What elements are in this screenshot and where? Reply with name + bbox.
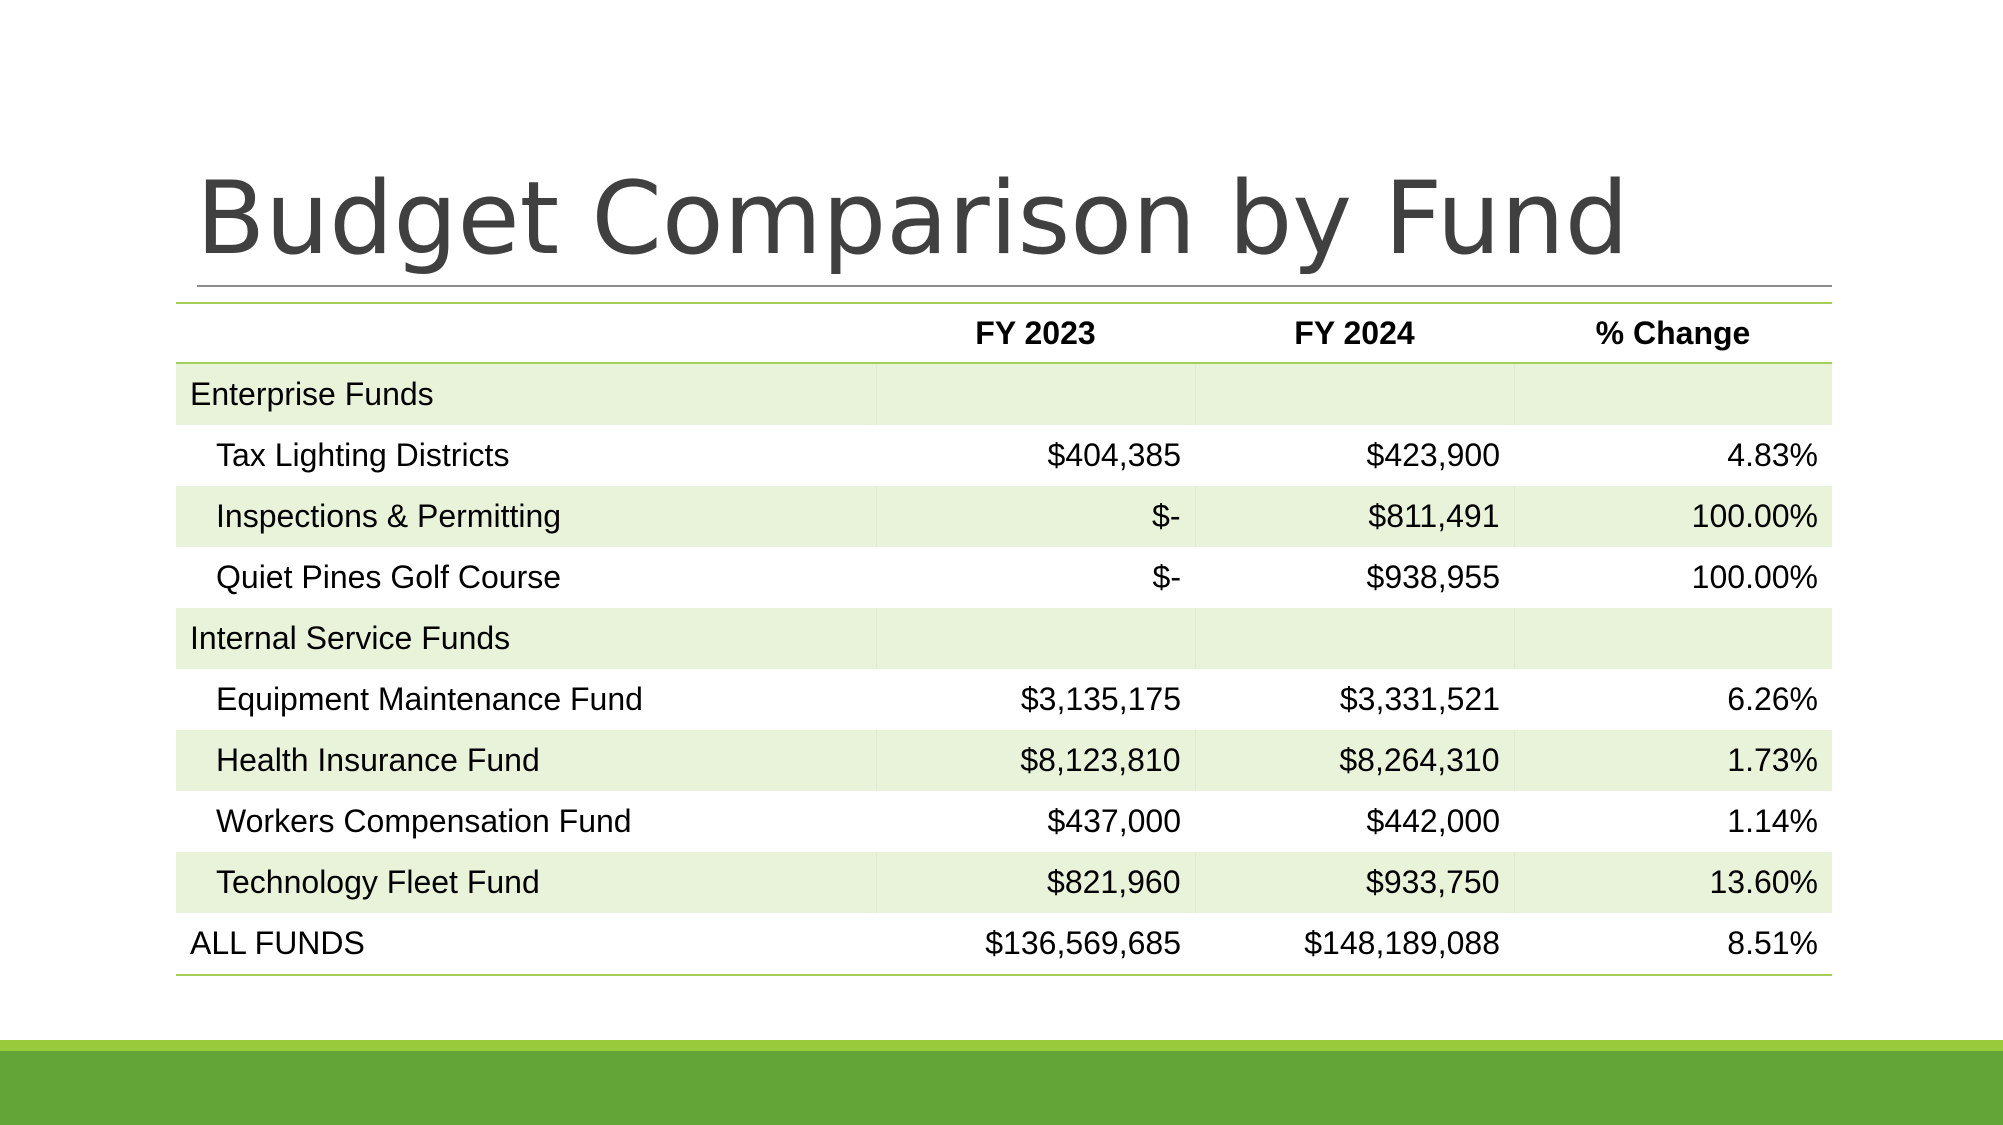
slide-title: Budget Comparison by Fund (196, 159, 1629, 277)
fy2023-value (875, 363, 1195, 425)
percent-change-value: 6.26% (1727, 681, 1818, 717)
fy2023-value: $136,569,685 (985, 925, 1181, 961)
table-row-quiet-pines-golf-course: Quiet Pines Golf Course $- $938,955 100.… (176, 547, 1832, 608)
fy2024-value: $938,955 (1366, 559, 1500, 595)
fy2024-value: $148,189,088 (1304, 925, 1500, 961)
fund-label: Workers Compensation Fund (216, 803, 632, 839)
fund-label: Quiet Pines Golf Course (216, 559, 562, 595)
percent-change-value: 13.60% (1513, 852, 1832, 913)
fy2023-value: $8,123,810 (875, 730, 1195, 791)
header-percent-change: % Change (1595, 314, 1751, 351)
percent-change-value: 100.00% (1691, 559, 1818, 595)
table-row-inspections-permitting: Inspections & Permitting $- $811,491 100… (176, 486, 1832, 547)
footer-band (0, 1051, 2003, 1125)
fy2024-value (1194, 608, 1514, 669)
fy2024-value: $811,491 (1194, 486, 1514, 547)
table-row-tax-lighting-districts: Tax Lighting Districts $404,385 $423,900… (176, 425, 1832, 486)
fund-label: Inspections & Permitting (176, 486, 876, 547)
percent-change-value: 4.83% (1727, 437, 1818, 473)
title-divider (197, 285, 1832, 287)
fund-label: Internal Service Funds (176, 608, 876, 669)
fy2023-value: $- (1152, 559, 1181, 595)
fy2023-value (875, 608, 1195, 669)
total-row-all-funds: ALL FUNDS $136,569,685 $148,189,088 8.51… (176, 913, 1832, 975)
fy2024-value: $423,900 (1366, 437, 1500, 473)
header-fy2024: FY 2024 (1294, 314, 1415, 351)
fy2023-value: $821,960 (875, 852, 1195, 913)
fund-label: ALL FUNDS (190, 925, 365, 961)
header-fund (176, 303, 876, 363)
table-row-workers-compensation-fund: Workers Compensation Fund $437,000 $442,… (176, 791, 1832, 852)
budget-comparison-table: FY 2023 FY 2024 % Change Enterprise Fund… (176, 302, 1832, 976)
fy2023-value: $3,135,175 (1020, 681, 1181, 717)
header-fy2023: FY 2023 (975, 314, 1096, 351)
footer-accent-stripe (0, 1040, 2003, 1051)
fy2024-value (1194, 363, 1514, 425)
fy2023-value: $- (875, 486, 1195, 547)
fy2024-value: $933,750 (1194, 852, 1514, 913)
fy2023-value: $437,000 (1047, 803, 1181, 839)
group-row-enterprise-funds: Enterprise Funds (176, 363, 1832, 425)
table-row-technology-fleet-fund: Technology Fleet Fund $821,960 $933,750 … (176, 852, 1832, 913)
fund-label: Technology Fleet Fund (176, 852, 876, 913)
table-row-equipment-maintenance-fund: Equipment Maintenance Fund $3,135,175 $3… (176, 669, 1832, 730)
percent-change-value: 8.51% (1727, 925, 1818, 961)
fund-label: Health Insurance Fund (176, 730, 876, 791)
fund-label: Enterprise Funds (176, 363, 876, 425)
percent-change-value: 100.00% (1513, 486, 1832, 547)
group-row-internal-service-funds: Internal Service Funds (176, 608, 1832, 669)
fund-label: Equipment Maintenance Fund (216, 681, 643, 717)
fund-label: Tax Lighting Districts (216, 437, 510, 473)
percent-change-value (1513, 608, 1832, 669)
table-row-health-insurance-fund: Health Insurance Fund $8,123,810 $8,264,… (176, 730, 1832, 791)
fy2024-value: $8,264,310 (1194, 730, 1514, 791)
fy2024-value: $3,331,521 (1339, 681, 1500, 717)
fy2024-value: $442,000 (1366, 803, 1500, 839)
percent-change-value: 1.14% (1727, 803, 1818, 839)
percent-change-value: 1.73% (1513, 730, 1832, 791)
fy2023-value: $404,385 (1047, 437, 1181, 473)
table-header-row: FY 2023 FY 2024 % Change (176, 303, 1832, 363)
percent-change-value (1513, 363, 1832, 425)
